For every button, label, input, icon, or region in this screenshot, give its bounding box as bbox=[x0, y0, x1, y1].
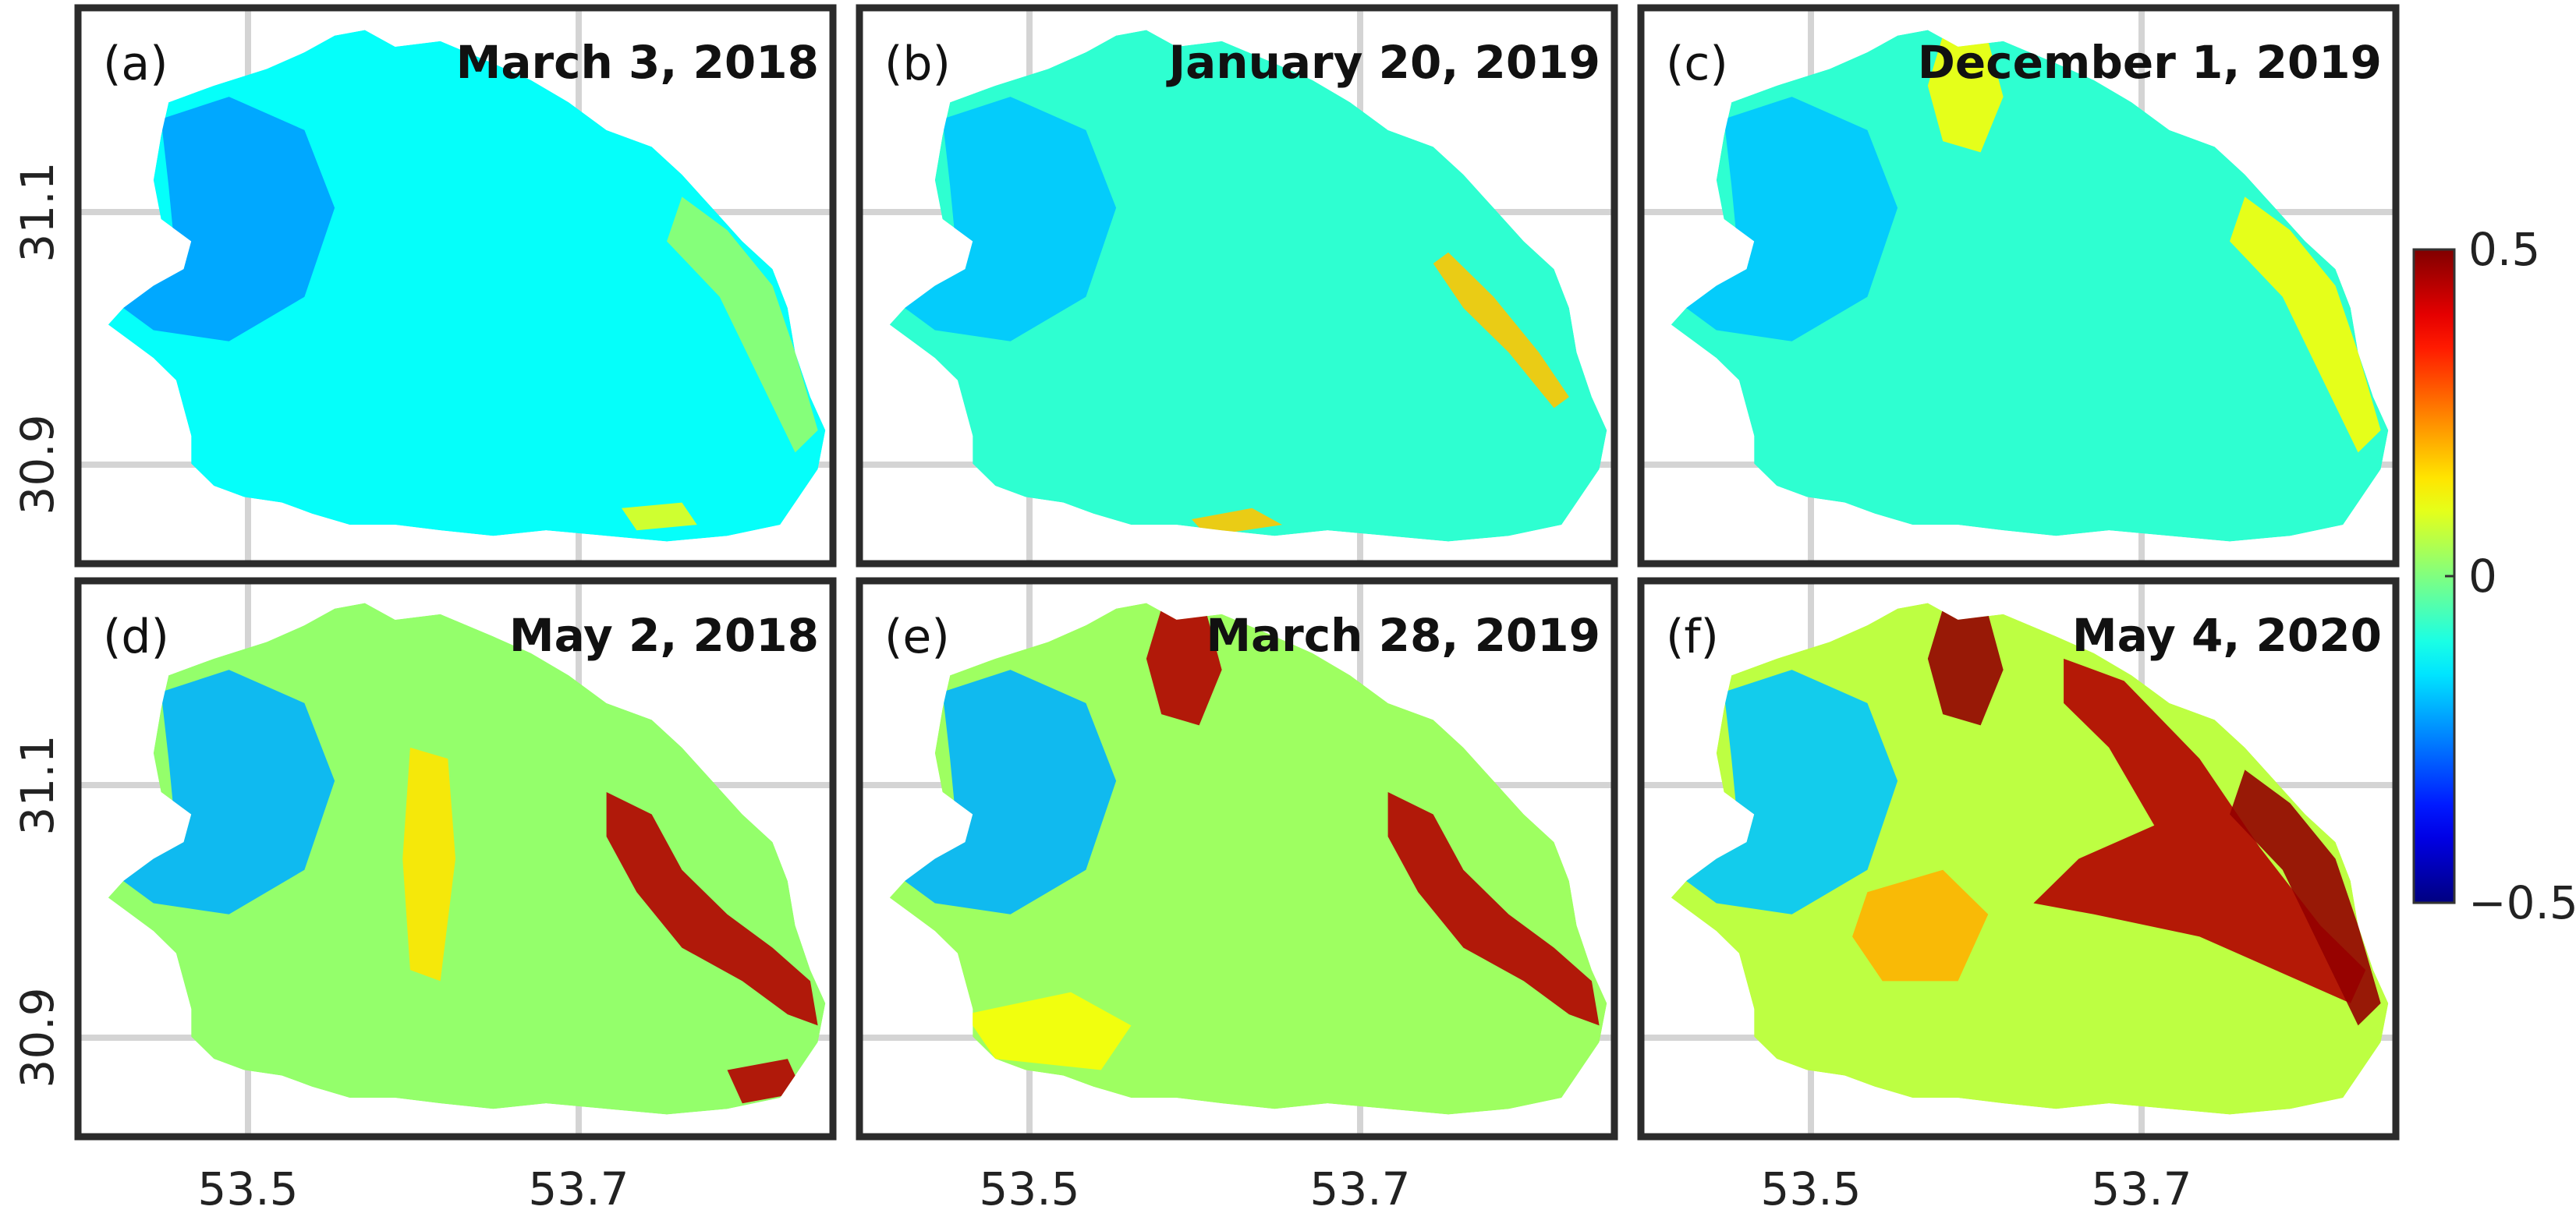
panel-frame bbox=[1637, 4, 2400, 568]
anomaly-region bbox=[1686, 97, 1898, 341]
colorbar-tick-label: −0.5 bbox=[2468, 876, 2576, 929]
x-tick-label: 53.5 bbox=[1760, 1162, 1861, 1215]
colorbar-tick-label: 0 bbox=[2468, 550, 2497, 603]
anomaly-region bbox=[123, 97, 335, 341]
panel-label: (e) bbox=[884, 610, 950, 664]
panel-frame bbox=[1637, 577, 2400, 1141]
y-tick-label: 30.9 bbox=[11, 414, 64, 515]
x-tick-label: 53.7 bbox=[2091, 1162, 2192, 1215]
panel-date: January 20, 2019 bbox=[1166, 36, 1600, 89]
anomaly-region bbox=[1852, 869, 1989, 982]
anomaly-region bbox=[1387, 791, 1600, 1026]
lake-map bbox=[889, 30, 1607, 542]
panel-frame bbox=[74, 577, 837, 1141]
anomaly-region bbox=[2033, 658, 2366, 1003]
panel-f: (f) May 4, 2020 bbox=[1637, 577, 2400, 1141]
anomaly-region bbox=[2230, 196, 2381, 453]
x-tick-label: 53.5 bbox=[197, 1162, 298, 1215]
lake-map bbox=[108, 603, 826, 1115]
anomaly-region bbox=[606, 791, 818, 1026]
panel-date: May 4, 2020 bbox=[2072, 609, 2382, 662]
y-tick-label: 31.1 bbox=[11, 161, 64, 262]
anomaly-region bbox=[2230, 769, 2381, 1026]
panel-label: (d) bbox=[103, 610, 169, 664]
anomaly-region bbox=[402, 747, 455, 982]
lake-map bbox=[1671, 30, 2389, 542]
panel-date: March 3, 2018 bbox=[456, 36, 819, 89]
panel-date: March 28, 2019 bbox=[1206, 609, 1600, 662]
panel-c: (c) December 1, 2019 bbox=[1637, 4, 2400, 568]
panel-a: (a) March 3, 2018 bbox=[74, 4, 837, 568]
anomaly-region bbox=[1927, 35, 2004, 153]
panel-label: (c) bbox=[1666, 37, 1728, 91]
panel-date: December 1, 2019 bbox=[1918, 36, 2382, 89]
anomaly-region bbox=[1433, 252, 1569, 409]
lake-map bbox=[889, 603, 1607, 1115]
lake-map bbox=[108, 30, 826, 542]
colorbar: 0.5 0 −0.5 bbox=[2412, 223, 2576, 929]
panel-b: (b) January 20, 2019 bbox=[856, 4, 1618, 568]
panel-e: (e) March 28, 2019 bbox=[856, 577, 1618, 1141]
x-tick-label: 53.5 bbox=[979, 1162, 1079, 1215]
lake-map bbox=[1671, 603, 2389, 1115]
x-tick-label: 53.7 bbox=[528, 1162, 629, 1215]
panel-label: (f) bbox=[1666, 610, 1719, 664]
anomaly-region bbox=[123, 670, 335, 915]
anomaly-region bbox=[1191, 508, 1283, 536]
panels: (a) March 3, 2018 (b) January 20, 2019 (c) De… bbox=[74, 4, 2400, 1141]
colorbar-tick-label: 0.5 bbox=[2468, 223, 2540, 276]
y-tick-label: 31.1 bbox=[11, 734, 64, 835]
anomaly-region bbox=[905, 97, 1117, 341]
anomaly-region bbox=[905, 670, 1117, 915]
panel-label: (b) bbox=[884, 37, 951, 91]
anomaly-region bbox=[621, 502, 697, 531]
anomaly-region bbox=[965, 992, 1132, 1070]
panel-label: (a) bbox=[103, 37, 168, 91]
panel-frame bbox=[856, 4, 1618, 568]
axis-tick-labels: 53.5 53.7 53.5 53.7 53.5 53.7 31.1 30.9 31.1 30.9 bbox=[11, 161, 2192, 1215]
y-tick-label: 30.9 bbox=[11, 987, 64, 1088]
x-tick-label: 53.7 bbox=[1309, 1162, 1410, 1215]
anomaly-region bbox=[1927, 608, 2004, 726]
anomaly-region bbox=[1686, 670, 1898, 915]
panel-date: May 2, 2018 bbox=[509, 609, 819, 662]
panel-d: (d) May 2, 2018 bbox=[74, 577, 837, 1141]
panel-frame bbox=[74, 4, 837, 568]
anomaly-region bbox=[1146, 608, 1222, 726]
panel-frame bbox=[856, 577, 1618, 1141]
anomaly-region bbox=[667, 196, 818, 453]
